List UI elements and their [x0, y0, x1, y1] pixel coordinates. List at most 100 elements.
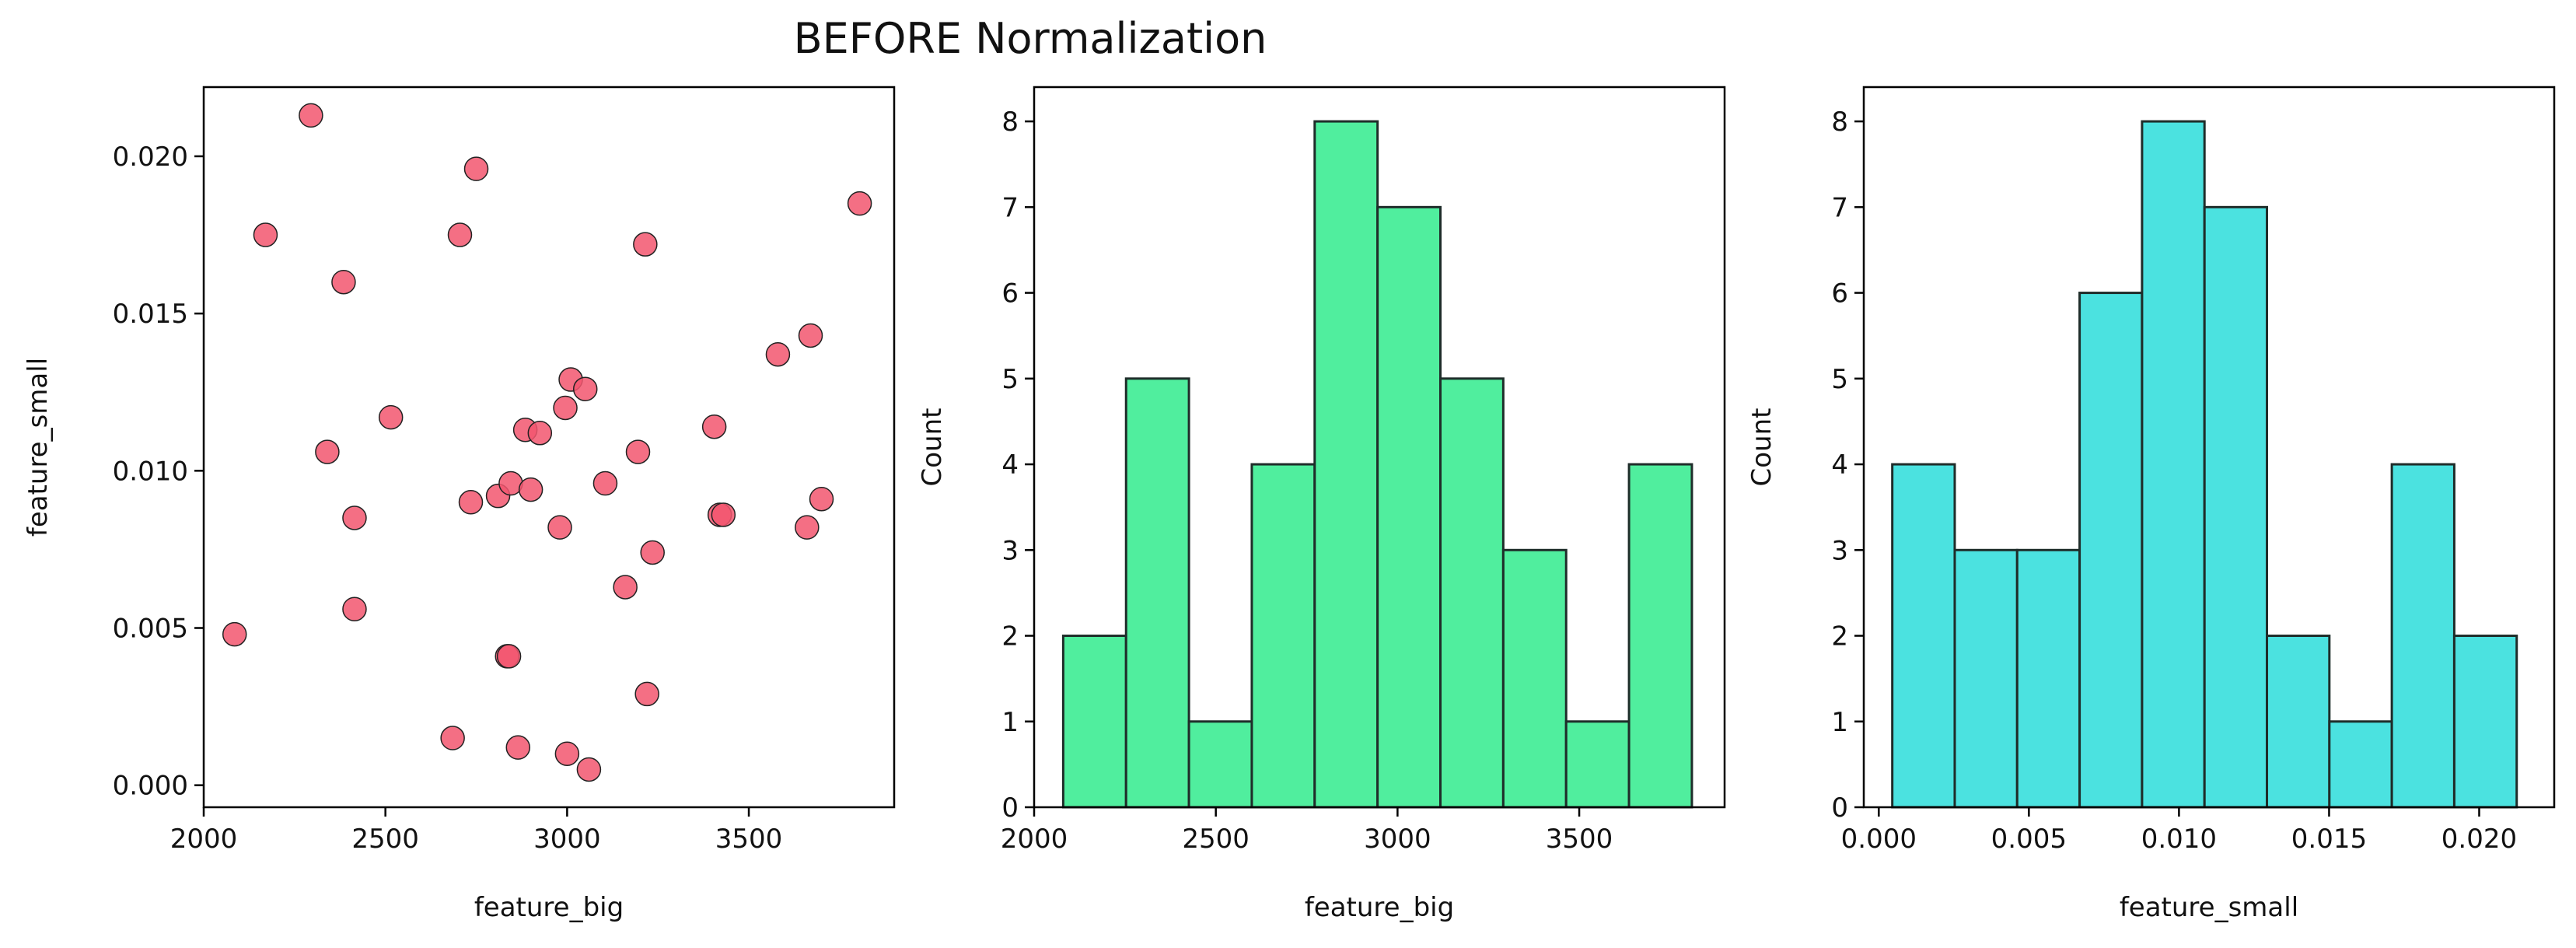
scatter-point [633, 232, 658, 257]
x-tick-label: 2500 [1182, 824, 1250, 855]
x-tick-label: 3500 [1546, 824, 1613, 855]
scatter-point [440, 726, 465, 750]
x-tick-label: 2000 [170, 824, 238, 855]
histogram-bar [2452, 635, 2518, 809]
histogram-bar [1250, 463, 1316, 809]
scatter-point [253, 222, 278, 247]
y-tick-label: 0.015 [113, 299, 188, 330]
x-tick-label: 0.020 [2441, 824, 2517, 855]
scatter-point [342, 505, 367, 530]
y-tick-label: 0 [1831, 792, 1848, 824]
scatter-point [496, 644, 522, 669]
x-axis-label: feature_big [1305, 892, 1454, 923]
x-axis-label: feature_small [2120, 892, 2298, 923]
y-tick-label: 0.020 [113, 142, 188, 173]
y-tick-label: 4 [1001, 450, 1019, 481]
scatter-point [625, 439, 651, 464]
scatter-point [331, 269, 356, 295]
scatter-point [640, 540, 665, 565]
scatter-point [463, 156, 489, 181]
scatter-point [547, 515, 572, 540]
y-axis-label: feature_small [23, 358, 54, 537]
chart-panel-1: 2000 2500 3000 3500 0.000 0.005 0.010 0.015 0.02… [23, 86, 896, 923]
scatter-point [518, 477, 544, 502]
scatter-point [809, 486, 834, 512]
scatter-point [576, 757, 602, 782]
y-tick-label: 8 [1001, 107, 1019, 138]
chart-panel-3: 0.000 0.005 0.010 0.015 0.020 0 1 2 3 4 5 6 7 8 featur… [1746, 86, 2556, 923]
chart-panel-2: 2000 2500 3000 3500 0 1 2 3 4 5 6 7 8 feature_big Coun… [917, 86, 1726, 923]
histogram-bar [2390, 463, 2455, 809]
histogram-bar [2203, 205, 2269, 809]
histogram-bar [2266, 635, 2331, 809]
histogram-bar [1564, 720, 1631, 809]
scatter-point [553, 395, 578, 421]
scatter-point [765, 341, 791, 367]
y-tick-label: 8 [1831, 107, 1848, 138]
scatter-point [798, 323, 823, 348]
histogram-bar [1891, 463, 1956, 809]
x-tick-label: 0.015 [2291, 824, 2367, 855]
x-axis-label: feature_big [474, 892, 624, 923]
y-tick-label: 5 [1831, 364, 1848, 395]
y-tick-label: 0 [1001, 792, 1019, 824]
histogram-bar [1313, 120, 1379, 809]
histogram-bar [2078, 292, 2144, 809]
histogram-bar [1187, 720, 1253, 809]
y-tick-label: 2 [1001, 621, 1019, 652]
histogram-bar [1124, 377, 1190, 809]
y-tick-label: 0.010 [113, 456, 188, 487]
scatter-point [634, 681, 659, 707]
y-tick-label: 6 [1831, 278, 1848, 310]
histogram-bar [1501, 548, 1568, 809]
histogram-bar [1061, 635, 1127, 809]
axes-frame [1033, 86, 1726, 809]
scatter-point [527, 421, 553, 446]
y-tick-label: 7 [1001, 192, 1019, 223]
x-tick-label: 3500 [715, 824, 783, 855]
scatter-point [378, 404, 404, 430]
histogram-bar [2015, 548, 2081, 809]
y-tick-label: 1 [1001, 707, 1019, 738]
scatter-point [572, 376, 598, 401]
y-tick-label: 4 [1831, 450, 1848, 481]
x-tick-label: 2500 [351, 824, 419, 855]
scatter-point [711, 502, 736, 527]
y-tick-label: 1 [1831, 707, 1848, 738]
y-tick-label: 2 [1831, 621, 1848, 652]
scatter-point [222, 621, 247, 647]
scatter-point [847, 191, 872, 216]
scatter-point [505, 735, 531, 760]
y-axis-label: Count [1746, 408, 1777, 487]
scatter-point [299, 103, 323, 128]
y-tick-label: 7 [1831, 192, 1848, 223]
scatter-point [701, 414, 727, 439]
y-tick-label: 6 [1001, 278, 1019, 310]
axes-frame [1862, 86, 2556, 809]
y-tick-label: 0.000 [113, 771, 188, 802]
scatter-point [592, 471, 618, 496]
histogram-bar [1627, 463, 1693, 809]
scatter-point [315, 439, 340, 464]
x-tick-label: 3000 [533, 824, 601, 855]
histogram-bar [2328, 720, 2393, 809]
y-axis-label: Count [917, 408, 948, 487]
y-tick-label: 3 [1001, 535, 1019, 566]
axes-frame [202, 86, 896, 809]
x-tick-label: 0.005 [1991, 824, 2067, 855]
histogram-bar [1439, 377, 1505, 809]
figure-title: BEFORE Normalization [793, 14, 1267, 63]
scatter-point [795, 515, 820, 540]
y-tick-label: 0.005 [113, 614, 188, 645]
x-tick-label: 2000 [1001, 824, 1068, 855]
y-tick-label: 5 [1001, 364, 1019, 395]
x-tick-label: 0.010 [2141, 824, 2217, 855]
scatter-point [447, 222, 473, 247]
x-tick-label: 0.000 [1841, 824, 1917, 855]
scatter-point [458, 490, 484, 515]
x-tick-label: 3000 [1364, 824, 1431, 855]
histogram-bar [1953, 548, 2019, 809]
y-tick-label: 3 [1831, 535, 1848, 566]
scatter-point [613, 575, 638, 600]
